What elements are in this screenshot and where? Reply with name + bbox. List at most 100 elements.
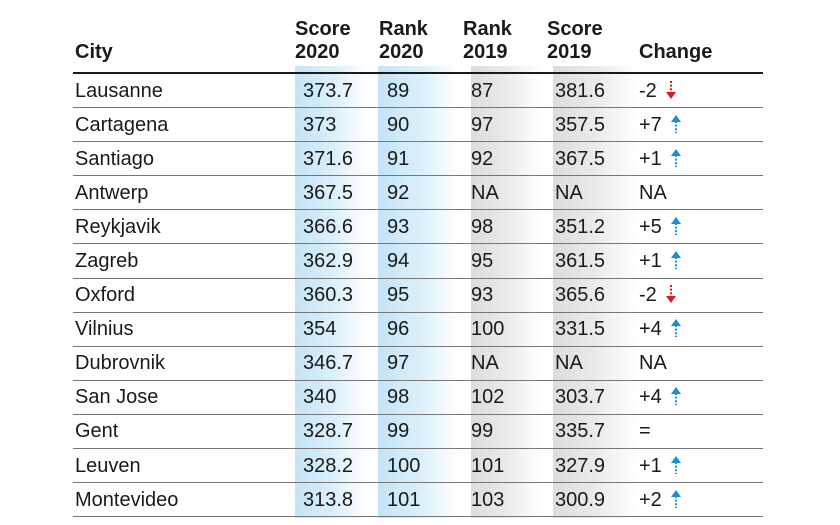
cell-score-2019: NA — [547, 346, 631, 381]
cell-score-2020: 313.8 — [295, 482, 379, 518]
cell-rank-2019-value: 97 — [471, 113, 494, 136]
cell-city: Oxford — [73, 278, 295, 313]
cell-score-2020-value: 366.6 — [303, 215, 354, 238]
cell-score-2019-value: 331.5 — [555, 318, 606, 341]
cell-rank-2019-value: 87 — [471, 79, 494, 102]
cell-rank-2019: NA — [463, 346, 547, 381]
header-rank-2019: Rank 2019 — [463, 0, 547, 74]
cell-city-value: Cartagena — [75, 113, 169, 136]
arrow-up-icon — [670, 251, 681, 270]
header-score-2019-line-2: 2019 — [547, 41, 592, 63]
cell-city: Cartagena — [73, 107, 295, 143]
cell-city-value: Leuven — [75, 454, 141, 477]
cell-rank-2019-value: NA — [471, 181, 499, 204]
cell-city: Vilnius — [73, 312, 295, 347]
header-score-2019-line-1: Score — [547, 18, 603, 40]
cell-rank-2020: 100 — [379, 448, 463, 484]
cell-change-value: +1 — [639, 147, 662, 170]
cell-score-2019: 300.9 — [547, 482, 631, 518]
cell-score-2020-value: 313.8 — [303, 488, 354, 511]
arrow-up-icon — [670, 216, 681, 235]
cell-rank-2020: 90 — [379, 107, 463, 143]
cell-city-value: San Jose — [75, 386, 159, 409]
cell-rank-2019: 100 — [463, 312, 547, 347]
cell-city: Santiago — [73, 141, 295, 177]
header-rank-2020: Rank 2020 — [379, 0, 463, 74]
cell-city-value: Zagreb — [75, 250, 139, 273]
cell-score-2020-value: 362.9 — [303, 250, 354, 273]
cell-score-2020: 366.6 — [295, 209, 379, 245]
cell-rank-2020: 91 — [379, 141, 463, 177]
cell-rank-2020-value: 91 — [387, 147, 410, 170]
table-row: Leuven 328.2 100 101 327.9 +1 — [73, 448, 763, 484]
header-change: Change — [631, 0, 763, 74]
table-row: Oxford 360.3 95 93 365.6 -2 — [73, 278, 763, 313]
cell-change-value: = — [639, 420, 651, 443]
cell-rank-2019-value: NA — [471, 352, 499, 375]
cell-score-2019: 303.7 — [547, 380, 631, 415]
cell-score-2019-value: NA — [555, 352, 583, 375]
cell-city-value: Montevideo — [75, 488, 179, 511]
cell-score-2019: 367.5 — [547, 141, 631, 177]
header-score-2020-line-1: Score — [295, 18, 351, 40]
table-row: Zagreb 362.9 94 95 361.5 +1 — [73, 243, 763, 279]
cell-change-value: -2 — [639, 79, 657, 102]
cell-score-2020: 340 — [295, 380, 379, 415]
cell-change: +7 — [631, 107, 763, 143]
cell-rank-2020-value: 92 — [387, 181, 410, 204]
cell-city: Leuven — [73, 448, 295, 484]
cell-score-2020-value: 373 — [303, 113, 337, 136]
cell-score-2020: 373 — [295, 107, 379, 143]
arrow-up-icon — [670, 455, 681, 474]
cell-change: +2 — [631, 482, 763, 518]
cell-score-2019-value: 327.9 — [555, 454, 606, 477]
cell-rank-2020: 89 — [379, 73, 463, 109]
header-rank-2019-line-2: 2019 — [463, 41, 508, 63]
cell-score-2019: 381.6 — [547, 73, 631, 109]
cell-rank-2019: 95 — [463, 243, 547, 279]
cell-rank-2020: 97 — [379, 346, 463, 381]
cell-rank-2020: 96 — [379, 312, 463, 347]
cell-rank-2019-value: 100 — [471, 318, 505, 341]
cell-score-2020-value: 367.5 — [303, 181, 354, 204]
cell-score-2019: 361.5 — [547, 243, 631, 279]
cell-change: -2 — [631, 73, 763, 109]
cell-rank-2019-value: 98 — [471, 215, 494, 238]
cell-rank-2019-value: 101 — [471, 454, 505, 477]
cell-rank-2019: 98 — [463, 209, 547, 245]
cell-score-2020: 328.2 — [295, 448, 379, 484]
cell-city: Dubrovnik — [73, 346, 295, 381]
city-ranking-table-wrap: City Score 2020 Rank 2020 Rank 2019 Scor… — [73, 0, 763, 525]
cell-rank-2020: 94 — [379, 243, 463, 279]
cell-score-2019-value: 300.9 — [555, 488, 606, 511]
cell-change: +5 — [631, 209, 763, 245]
cell-score-2019: 357.5 — [547, 107, 631, 143]
cell-score-2020: 371.6 — [295, 141, 379, 177]
cell-change-value: +1 — [639, 454, 662, 477]
arrow-down-icon — [665, 285, 676, 304]
cell-rank-2019: 97 — [463, 107, 547, 143]
header-row: City Score 2020 Rank 2020 Rank 2019 Scor… — [73, 0, 763, 74]
cell-change-value: +1 — [639, 250, 662, 273]
cell-rank-2019: 87 — [463, 73, 547, 109]
cell-rank-2019: 102 — [463, 380, 547, 415]
header-rank-2020-line-1: Rank — [379, 18, 428, 40]
cell-rank-2019: 101 — [463, 448, 547, 484]
table-row: Vilnius 354 96 100 331.5 +4 — [73, 312, 763, 347]
table-row: Lausanne 373.7 89 87 381.6 -2 — [73, 73, 763, 109]
cell-city: Lausanne — [73, 73, 295, 109]
cell-score-2020-value: 354 — [303, 318, 337, 341]
table-row: Antwerp 367.5 92 NA NA NA — [73, 175, 763, 211]
arrow-up-icon — [670, 148, 681, 167]
cell-score-2020: 346.7 — [295, 346, 379, 381]
table-row: Montevideo 313.8 101 103 300.9 +2 — [73, 482, 763, 518]
header-rank-2019-line-1: Rank — [463, 18, 512, 40]
cell-change: +1 — [631, 243, 763, 279]
cell-rank-2020-value: 93 — [387, 215, 410, 238]
cell-city-value: Oxford — [75, 284, 136, 307]
table-row: Gent 328.7 99 99 335.7 = — [73, 414, 763, 450]
cell-score-2019-value: 351.2 — [555, 215, 606, 238]
table-row: Cartagena 373 90 97 357.5 +7 — [73, 107, 763, 143]
cell-rank-2020: 92 — [379, 175, 463, 211]
header-score-2019: Score 2019 — [547, 0, 631, 74]
